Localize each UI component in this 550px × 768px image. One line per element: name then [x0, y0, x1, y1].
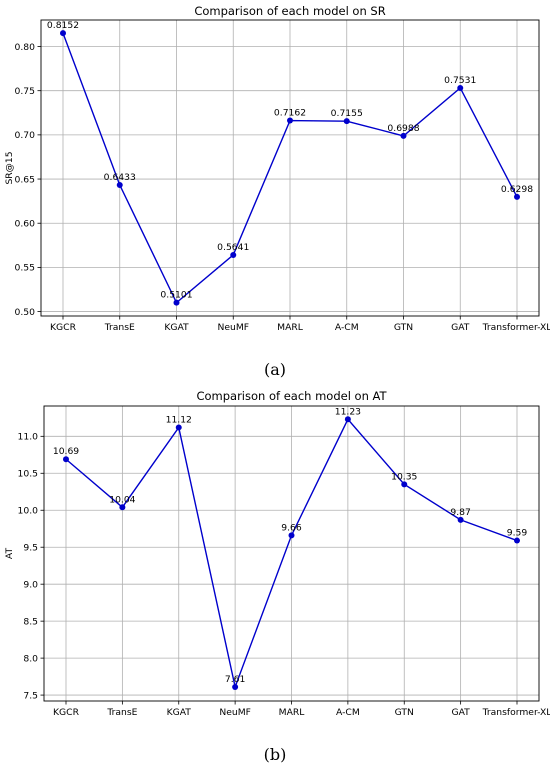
- y-tick-label: 0.50: [15, 307, 36, 318]
- chart-at: Comparison of each model on AT AT (b) KG…: [4, 389, 550, 764]
- y-tick-label: 0.55: [15, 263, 36, 274]
- x-tick-label: MARL: [279, 707, 306, 718]
- y-axis-label: AT: [4, 548, 15, 560]
- data-point: [514, 537, 520, 544]
- y-tick-label: 8.5: [23, 616, 38, 627]
- data-point: [116, 181, 123, 188]
- x-tick-label: GTN: [395, 707, 414, 718]
- data-point: [514, 193, 520, 200]
- x-tick-label: KGAT: [167, 707, 192, 718]
- y-tick-label: 10.5: [18, 469, 39, 480]
- data-point: [287, 117, 293, 124]
- chart-sr: Comparison of each model on SR SR@15 (a)…: [4, 4, 550, 379]
- x-tick-label: GAT: [451, 322, 470, 333]
- data-label: 0.5641: [217, 242, 249, 253]
- data-label: 9.59: [507, 528, 528, 539]
- data-point: [63, 456, 69, 463]
- data-label: 0.8152: [47, 20, 79, 31]
- data-label: 0.7162: [274, 108, 306, 119]
- data-point: [173, 299, 180, 306]
- y-tick-label: 9.0: [23, 579, 38, 590]
- data-point: [230, 251, 237, 258]
- y-tick-label: 11.0: [18, 432, 39, 443]
- data-point: [288, 532, 295, 539]
- x-tick-label: GAT: [451, 707, 470, 718]
- data-label: 0.6988: [387, 123, 419, 134]
- y-tick-label: 0.80: [15, 42, 36, 53]
- data-label: 9.87: [450, 507, 471, 518]
- data-label: 10.69: [53, 446, 79, 457]
- x-tick-label: Transformer-XL: [482, 707, 550, 718]
- data-label: 0.6433: [104, 172, 136, 183]
- data-label: 10.04: [109, 494, 135, 505]
- data-label: 0.6298: [501, 184, 533, 195]
- data-point: [400, 132, 407, 139]
- data-point: [232, 683, 239, 690]
- x-tick-label: KGCR: [50, 322, 77, 333]
- data-point: [401, 481, 408, 488]
- data-point: [457, 516, 464, 523]
- data-label: 0.5101: [160, 290, 192, 301]
- data-point: [457, 84, 464, 91]
- x-tick-label: Transformer-XL: [482, 322, 550, 333]
- data-point: [175, 424, 182, 431]
- x-tick-label: A-CM: [336, 707, 360, 718]
- chart-title: Comparison of each model on AT: [196, 389, 387, 403]
- y-tick-label: 0.70: [15, 130, 36, 141]
- plot-frame: [43, 405, 540, 702]
- y-tick-label: 7.5: [23, 690, 38, 701]
- y-tick-label: 9.5: [23, 543, 38, 554]
- y-tick-label: 0.65: [15, 174, 36, 185]
- data-label: 0.7155: [331, 108, 363, 119]
- data-point: [60, 30, 66, 37]
- data-label: 9.66: [281, 522, 302, 533]
- plot-frame: [40, 19, 540, 317]
- data-label: 10.35: [391, 471, 417, 482]
- data-point: [344, 416, 351, 423]
- x-tick-label: A-CM: [335, 322, 359, 333]
- panel-label: (a): [264, 360, 286, 379]
- y-tick-label: 10.0: [18, 506, 39, 517]
- x-tick-label: NeuMF: [219, 707, 251, 718]
- panel-label: (b): [264, 745, 287, 764]
- x-tick-label: TransE: [104, 322, 135, 333]
- x-tick-label: KGAT: [164, 322, 189, 333]
- y-tick-label: 8.0: [23, 653, 38, 664]
- data-label: 11.23: [335, 406, 361, 417]
- x-tick-label: TransE: [106, 707, 137, 718]
- data-point: [343, 118, 350, 125]
- y-tick-label: 0.60: [15, 219, 36, 230]
- data-label: 0.7531: [444, 75, 476, 86]
- data-point: [119, 504, 126, 511]
- data-label: 7.61: [225, 674, 245, 685]
- data-label: 11.12: [166, 414, 192, 425]
- y-tick-label: 0.75: [15, 86, 36, 97]
- chart-title: Comparison of each model on SR: [194, 4, 385, 18]
- y-axis-label: SR@15: [4, 151, 15, 184]
- x-tick-label: MARL: [277, 322, 304, 333]
- x-tick-label: NeuMF: [217, 322, 249, 333]
- x-tick-label: KGCR: [53, 707, 80, 718]
- x-tick-label: GTN: [394, 322, 413, 333]
